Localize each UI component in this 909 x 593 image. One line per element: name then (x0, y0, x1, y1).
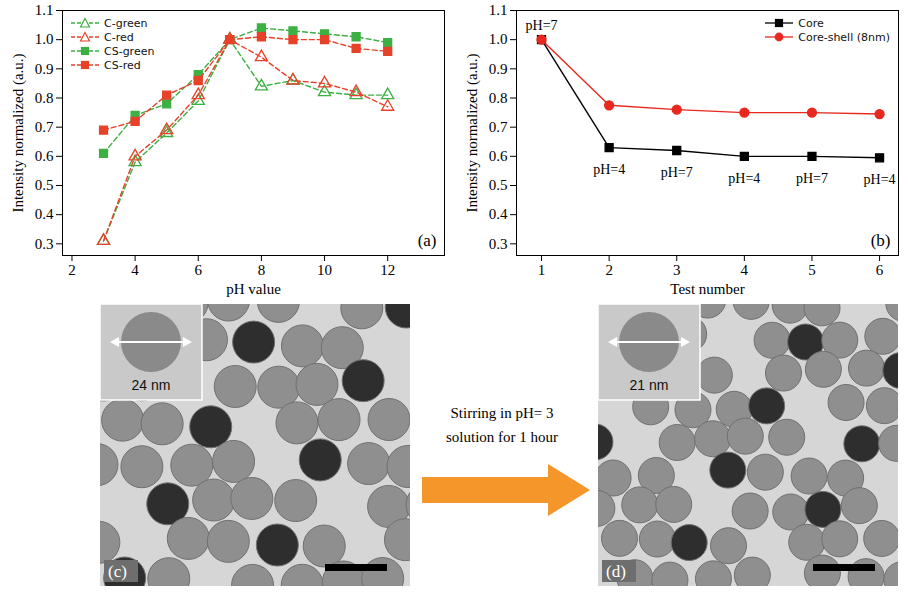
svg-text:pH value: pH value (226, 281, 281, 297)
svg-text:0.7: 0.7 (35, 119, 54, 135)
svg-text:3: 3 (673, 262, 681, 278)
svg-text:6: 6 (876, 262, 884, 278)
html-text:Core-shell (8nm): Core-shell (8nm) (798, 30, 890, 44)
svg-text:0.8: 0.8 (35, 90, 54, 106)
html-text:C-red: C-red (104, 30, 134, 44)
svg-text:4: 4 (741, 262, 749, 278)
svg-text:pH=4: pH=4 (728, 171, 760, 186)
svg-text:0.3: 0.3 (489, 236, 508, 252)
svg-text:1.0: 1.0 (35, 31, 54, 47)
html-text:C-green: C-green (104, 16, 148, 30)
svg-text:24 nm: 24 nm (132, 377, 171, 393)
svg-text:0.5: 0.5 (35, 177, 54, 193)
svg-text:0.3: 0.3 (35, 236, 54, 252)
svg-text:8: 8 (258, 262, 266, 278)
svg-text:4: 4 (131, 262, 139, 278)
svg-text:0.9: 0.9 (35, 61, 54, 77)
svg-text:1.1: 1.1 (35, 2, 54, 18)
svg-text:0.6: 0.6 (489, 148, 508, 164)
svg-text:(b): (b) (871, 231, 891, 250)
html-text:CS-green: CS-green (104, 44, 155, 58)
svg-text:0.6: 0.6 (35, 148, 54, 164)
svg-text:pH=7: pH=7 (526, 18, 558, 33)
svg-text:(d): (d) (606, 562, 626, 581)
svg-text:12: 12 (380, 262, 395, 278)
svg-text:pH=4: pH=4 (864, 172, 896, 187)
svg-text:1: 1 (538, 262, 546, 278)
svg-text:1.0: 1.0 (489, 31, 508, 47)
svg-text:2: 2 (605, 262, 613, 278)
svg-text:(a): (a) (418, 231, 437, 250)
svg-text:Intensity normalized (a.u.): Intensity normalized (a.u.) (464, 53, 481, 212)
html-text:Core: Core (798, 16, 824, 30)
svg-text:0.9: 0.9 (489, 61, 508, 77)
svg-text:0.4: 0.4 (489, 206, 508, 222)
svg-text:0.8: 0.8 (489, 90, 508, 106)
svg-text:pH=7: pH=7 (796, 171, 828, 186)
svg-text:Test number: Test number (670, 281, 744, 297)
svg-text:2: 2 (68, 262, 76, 278)
svg-text:pH=4: pH=4 (593, 162, 625, 177)
svg-text:Intensity normalized (a.u.): Intensity normalized (a.u.) (10, 53, 27, 212)
svg-text:Stirring in pH= 3: Stirring in pH= 3 (450, 405, 553, 421)
svg-text:21 nm: 21 nm (630, 377, 669, 393)
svg-text:6: 6 (195, 262, 203, 278)
svg-text:0.4: 0.4 (35, 206, 54, 222)
svg-text:pH=7: pH=7 (661, 165, 693, 180)
svg-text:0.7: 0.7 (489, 119, 508, 135)
svg-text:solution for 1 hour: solution for 1 hour (446, 429, 558, 445)
html-text:CS-red: CS-red (104, 58, 141, 72)
svg-text:1.1: 1.1 (489, 2, 508, 18)
svg-text:10: 10 (317, 262, 332, 278)
svg-text:0.5: 0.5 (489, 177, 508, 193)
svg-text:5: 5 (808, 262, 816, 278)
svg-text:(c): (c) (108, 562, 127, 581)
